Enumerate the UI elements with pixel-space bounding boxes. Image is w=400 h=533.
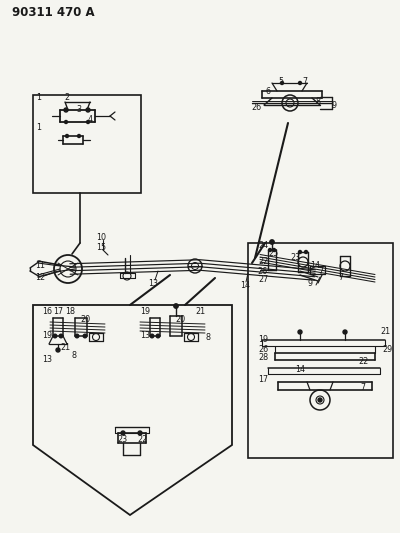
Text: 1: 1 xyxy=(36,93,41,102)
Text: 14: 14 xyxy=(240,280,250,289)
Text: 2: 2 xyxy=(64,93,69,102)
Text: 16: 16 xyxy=(42,306,52,316)
Text: 13: 13 xyxy=(148,279,158,287)
Text: 7: 7 xyxy=(338,273,343,282)
Text: 7: 7 xyxy=(318,266,323,276)
Text: 10: 10 xyxy=(96,233,106,243)
Text: 21: 21 xyxy=(60,343,70,352)
Text: 22: 22 xyxy=(358,358,368,367)
Circle shape xyxy=(64,120,68,124)
Circle shape xyxy=(53,334,57,338)
Circle shape xyxy=(138,431,142,435)
Circle shape xyxy=(280,82,284,85)
Text: 90311 470 A: 90311 470 A xyxy=(12,6,95,20)
Text: 29: 29 xyxy=(382,345,392,354)
Text: 3: 3 xyxy=(76,104,81,114)
Text: 21: 21 xyxy=(380,327,390,336)
Text: 7: 7 xyxy=(302,77,307,85)
Text: 14: 14 xyxy=(295,366,305,375)
Circle shape xyxy=(272,248,276,252)
Text: 20: 20 xyxy=(80,314,90,324)
Circle shape xyxy=(83,334,87,338)
Text: 5: 5 xyxy=(278,77,283,85)
Bar xyxy=(248,243,393,458)
Circle shape xyxy=(78,134,80,138)
Text: 8: 8 xyxy=(316,96,321,106)
Text: 7: 7 xyxy=(360,384,365,392)
Text: 9: 9 xyxy=(308,279,313,287)
Circle shape xyxy=(268,248,272,252)
Text: 26: 26 xyxy=(251,103,261,112)
Text: 20: 20 xyxy=(175,314,185,324)
Text: 19: 19 xyxy=(258,335,268,344)
Polygon shape xyxy=(33,305,232,515)
Circle shape xyxy=(150,334,154,338)
Circle shape xyxy=(304,251,308,254)
Circle shape xyxy=(86,120,90,124)
Text: 22: 22 xyxy=(258,256,268,265)
Text: 8: 8 xyxy=(72,351,77,360)
Text: 13: 13 xyxy=(140,330,150,340)
Text: 6: 6 xyxy=(265,86,270,95)
Circle shape xyxy=(156,334,160,338)
Text: 18: 18 xyxy=(65,306,75,316)
Text: 21: 21 xyxy=(195,306,205,316)
Text: 11: 11 xyxy=(35,261,45,270)
Text: 27: 27 xyxy=(258,276,268,285)
Bar xyxy=(33,95,141,193)
Text: 9: 9 xyxy=(332,101,337,109)
Text: 23: 23 xyxy=(290,253,300,262)
Text: 8: 8 xyxy=(205,333,210,342)
Circle shape xyxy=(66,134,68,138)
Circle shape xyxy=(318,398,322,402)
Text: 23: 23 xyxy=(117,434,127,443)
Text: 15: 15 xyxy=(96,244,106,253)
Text: 17: 17 xyxy=(258,376,268,384)
Circle shape xyxy=(298,251,302,254)
Circle shape xyxy=(59,334,63,338)
Text: 25: 25 xyxy=(268,248,278,257)
Text: 12: 12 xyxy=(35,273,45,282)
Circle shape xyxy=(298,82,302,85)
Text: 4: 4 xyxy=(88,116,93,125)
Text: 28: 28 xyxy=(258,353,268,362)
Text: 19: 19 xyxy=(42,332,52,341)
Text: 13: 13 xyxy=(42,354,52,364)
Circle shape xyxy=(64,108,68,112)
Text: 26: 26 xyxy=(257,266,267,276)
Circle shape xyxy=(56,348,60,352)
Text: 22: 22 xyxy=(137,434,147,443)
Circle shape xyxy=(86,108,90,112)
Circle shape xyxy=(343,330,347,334)
Text: 26: 26 xyxy=(258,345,268,354)
Text: 1: 1 xyxy=(36,124,41,133)
Circle shape xyxy=(75,334,79,338)
Circle shape xyxy=(298,330,302,334)
Circle shape xyxy=(121,431,125,435)
Circle shape xyxy=(174,304,178,308)
Text: 24: 24 xyxy=(258,240,268,249)
Text: 14: 14 xyxy=(310,261,320,270)
Circle shape xyxy=(270,240,274,244)
Text: 17: 17 xyxy=(53,306,63,316)
Text: 19: 19 xyxy=(140,306,150,316)
